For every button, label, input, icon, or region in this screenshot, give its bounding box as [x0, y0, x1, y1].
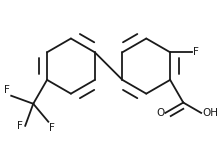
Text: F: F — [49, 123, 55, 133]
Text: F: F — [17, 121, 23, 131]
Text: F: F — [193, 47, 199, 57]
Text: OH: OH — [202, 108, 218, 118]
Text: F: F — [4, 85, 10, 95]
Text: O: O — [156, 108, 164, 118]
